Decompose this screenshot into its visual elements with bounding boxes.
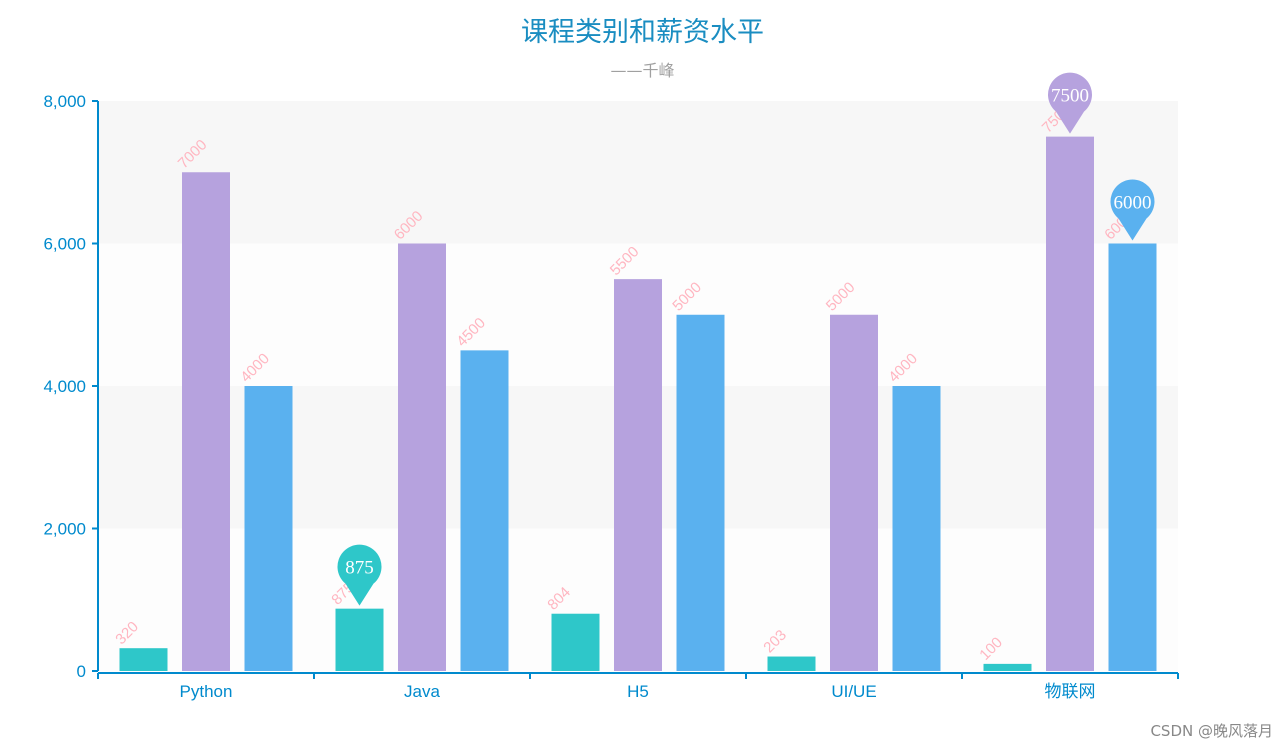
x-tick-label: 物联网: [1045, 682, 1096, 701]
y-tick-label: 4,000: [43, 377, 86, 396]
bar: [830, 314, 878, 671]
y-tick-label: 8,000: [43, 92, 86, 111]
bar: [119, 648, 168, 671]
bar: [892, 386, 941, 671]
x-tick-label: UI/UE: [831, 682, 876, 701]
bar: [614, 279, 662, 671]
chart-title: 课程类别和薪资水平: [521, 17, 764, 48]
bar: [335, 608, 384, 671]
max-marker-pin: [1048, 72, 1092, 134]
bar: [1108, 243, 1157, 671]
y-tick-label: 0: [77, 662, 86, 681]
bar: [983, 663, 1032, 671]
bar: [1046, 136, 1094, 671]
max-marker-label: 6000: [1114, 193, 1152, 214]
bar: [460, 350, 509, 671]
watermark: CSDN @晚风落月: [1150, 722, 1273, 740]
x-tick-label: Python: [180, 682, 233, 701]
grid-band: [98, 101, 1178, 244]
x-tick-label: Java: [404, 682, 440, 701]
y-tick-label: 2,000: [43, 520, 86, 539]
x-tick-label: H5: [627, 682, 649, 701]
bar: [244, 386, 293, 671]
max-marker-label: 7500: [1051, 86, 1089, 107]
y-tick-label: 6,000: [43, 235, 86, 254]
bar: [182, 172, 230, 671]
bar: [767, 656, 816, 671]
max-marker-pin: [337, 544, 382, 606]
chart-subtitle: ——千峰: [610, 61, 675, 80]
bar: [551, 613, 600, 671]
bar: [398, 243, 446, 671]
bar: [676, 314, 725, 671]
max-marker-label: 875: [345, 558, 374, 579]
max-marker-pin: [1110, 179, 1155, 241]
